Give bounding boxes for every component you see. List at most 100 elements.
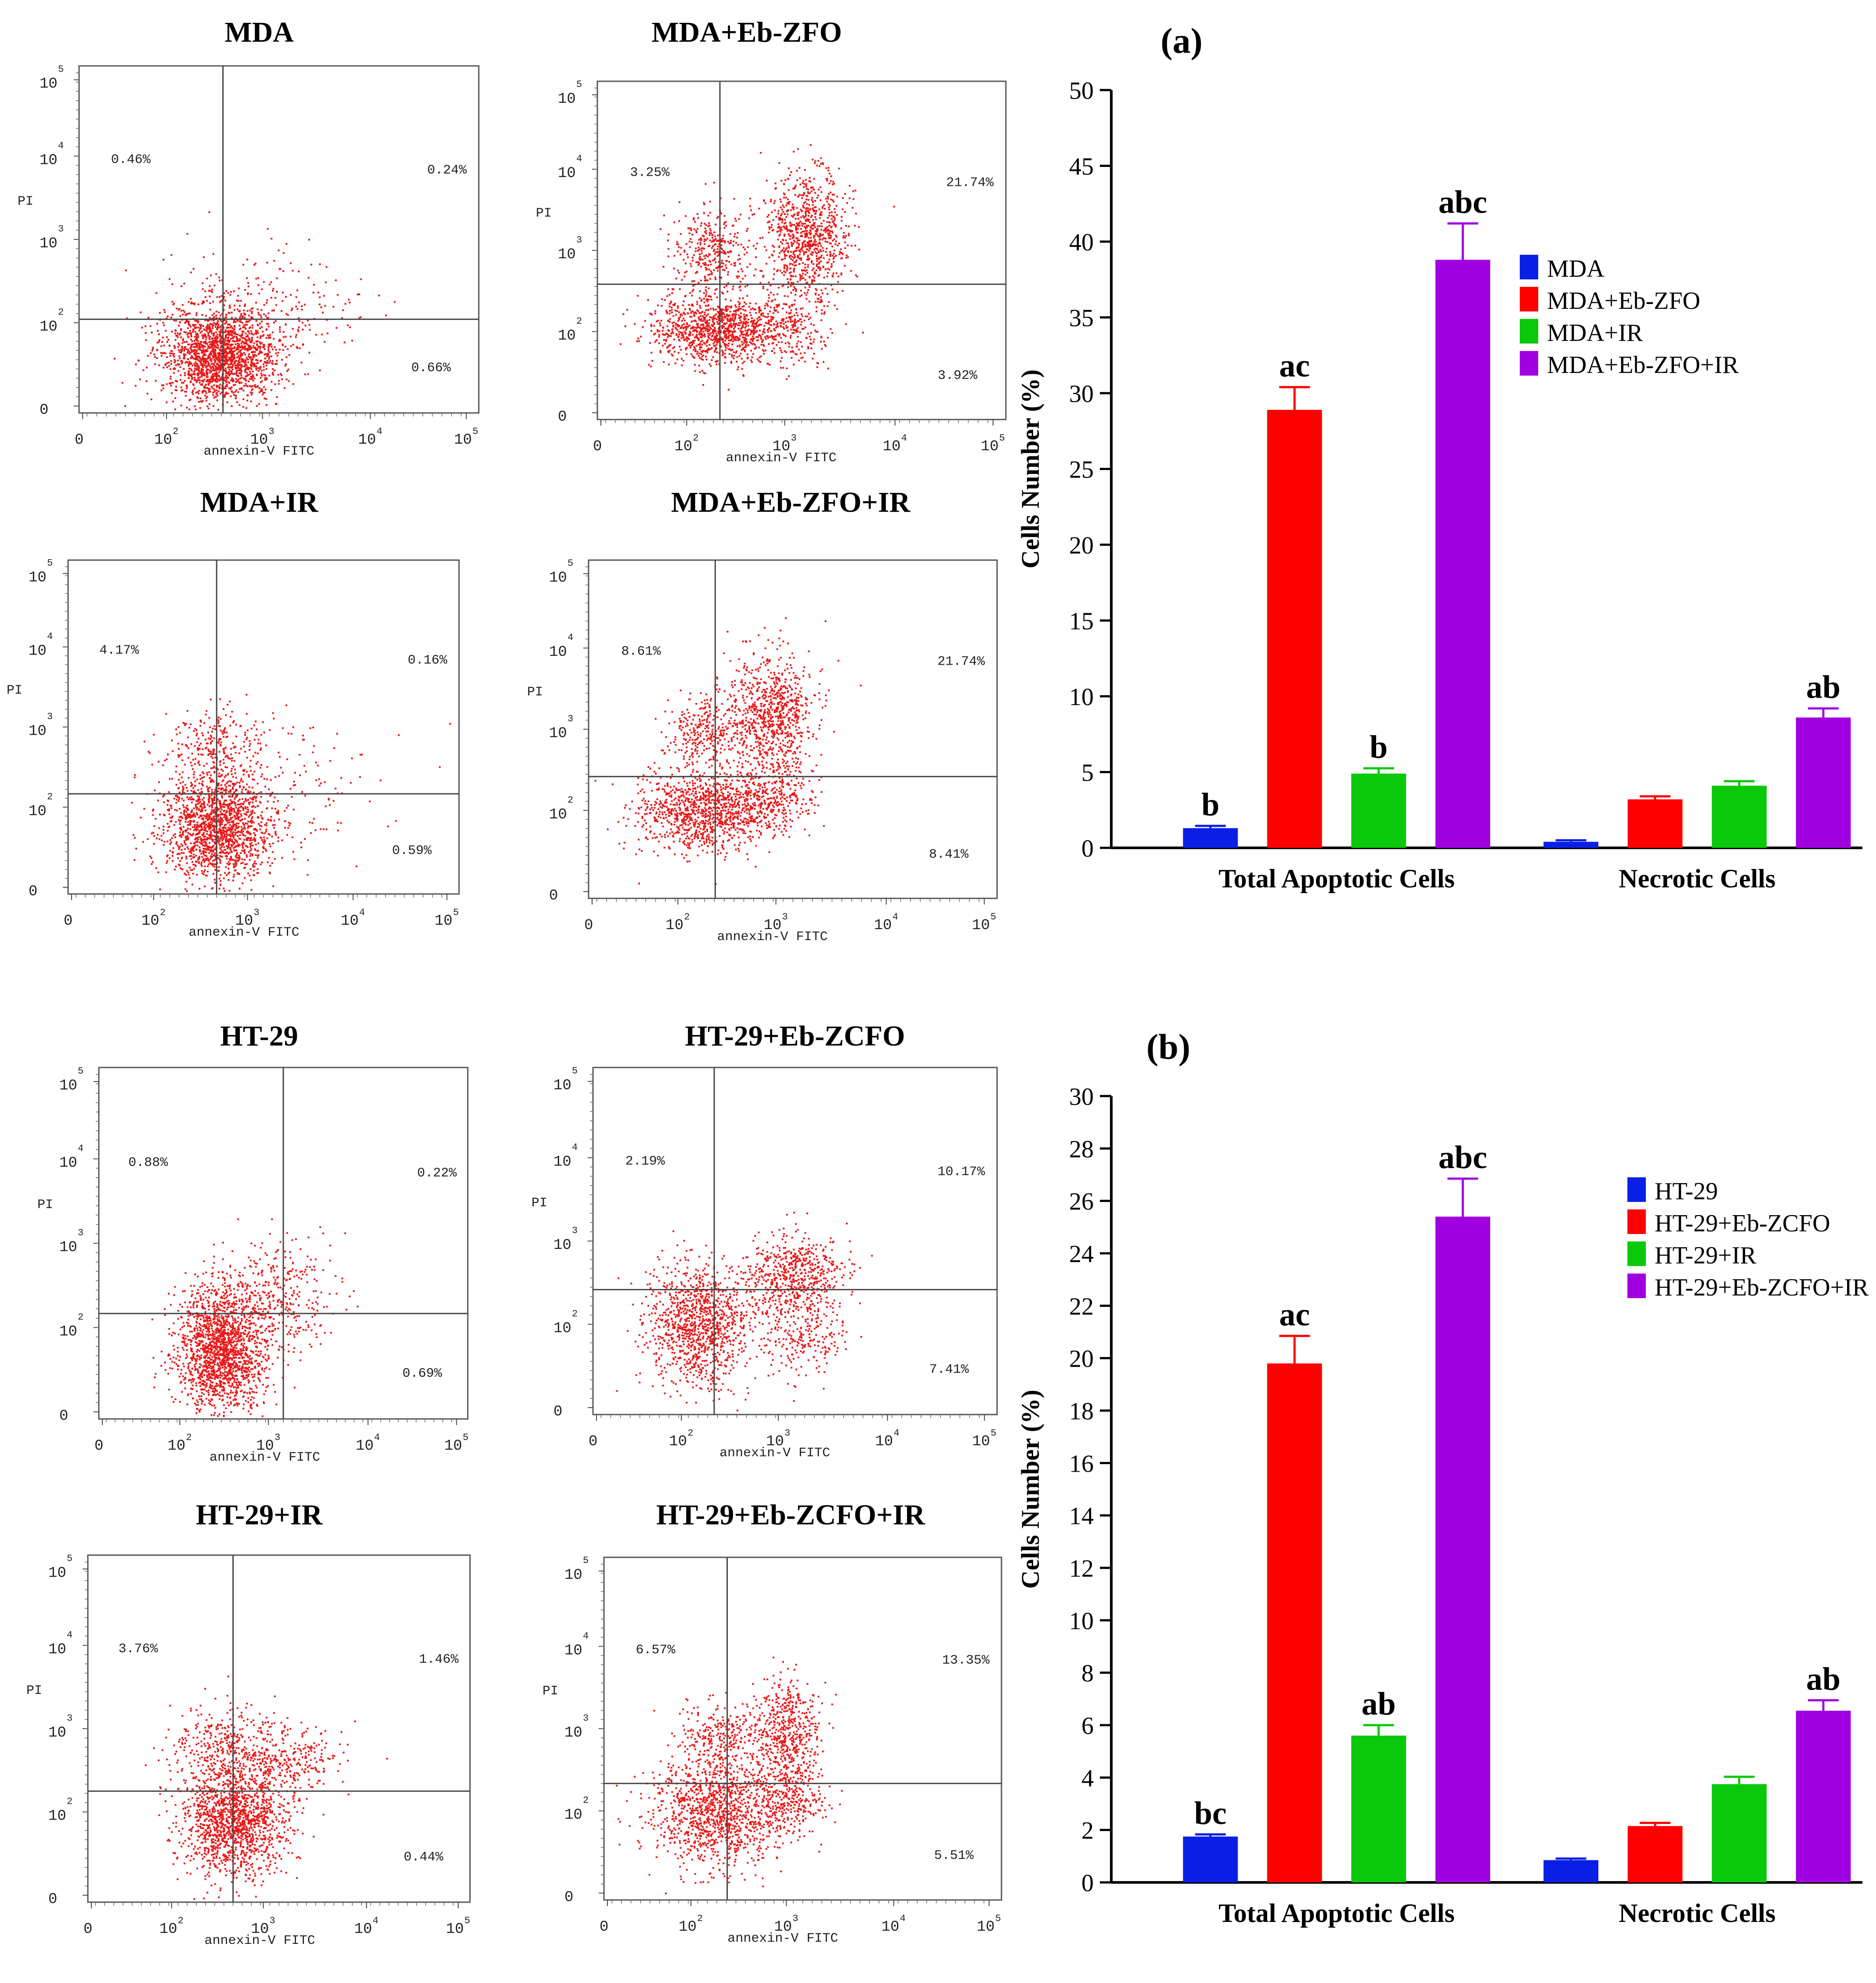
y-tick-label: 4: [1081, 1765, 1094, 1792]
x-axis-label: annexin-V FITC: [210, 1450, 320, 1465]
x-tick-label: 10: [981, 438, 999, 455]
quadrant-upper-right-value: 0.22%: [417, 1166, 457, 1181]
significance-letter: ab: [1806, 1661, 1840, 1697]
y-tick-label: 18: [1069, 1398, 1094, 1425]
y-tick-exponent: 4: [583, 1631, 589, 1642]
x-tick-exponent: 2: [687, 1428, 693, 1439]
y-tick-label: 28: [1069, 1136, 1094, 1163]
flow-plot-3: MDA+IR4.17%0.16%0.59%0 102103104105annexi…: [7, 486, 460, 940]
x-tick-exponent: 3: [782, 912, 788, 923]
x-tick-exponent: 4: [893, 912, 898, 923]
x-tick-label: 10: [358, 432, 376, 449]
significance-letter: abc: [1439, 185, 1487, 221]
legend-label: MDA+Eb-ZFO: [1547, 287, 1700, 315]
y-tick-label: 10: [549, 570, 567, 586]
y-tick-label: 0: [48, 1891, 57, 1908]
x-tick-exponent: 3: [792, 1913, 798, 1924]
category-label: Total Apoptotic Cells: [1218, 1899, 1455, 1928]
x-tick-exponent: 4: [901, 433, 907, 444]
y-tick-label: 10: [564, 1807, 582, 1824]
legend-swatch: [1520, 255, 1538, 279]
y-tick-exponent: 5: [47, 557, 53, 568]
x-tick-label: 10: [354, 1921, 372, 1938]
flow-plot-title: MDA: [224, 16, 294, 48]
x-tick-exponent: 2: [684, 912, 690, 923]
x-tick-label: 10: [764, 917, 782, 934]
y-tick-label: 10: [553, 1321, 571, 1337]
quadrant-lower-right-value: 0.44%: [404, 1850, 444, 1865]
x-tick-label: 10: [256, 1438, 274, 1455]
quadrant-upper-left-value: 3.76%: [119, 1642, 159, 1657]
x-tick-label: 0: [584, 917, 593, 934]
quadrant-upper-right-value: 10.17%: [937, 1165, 985, 1180]
x-tick-exponent: 4: [376, 426, 382, 437]
y-tick-exponent: 4: [572, 1142, 578, 1153]
y-axis-label: PI: [536, 206, 552, 221]
y-tick-label: 10: [549, 725, 567, 742]
x-tick-exponent: 2: [173, 426, 178, 437]
flow-plot-frame: [67, 559, 460, 895]
y-tick-label: 0: [1081, 835, 1094, 862]
x-tick-label: 10: [679, 1919, 697, 1936]
bar: [1796, 717, 1851, 848]
x-tick-label: 10: [875, 1433, 893, 1450]
y-tick-label: 20: [1069, 532, 1094, 559]
y-tick-label: 30: [1069, 1083, 1094, 1111]
x-tick-label: 0: [94, 1438, 103, 1455]
bar: [1796, 1711, 1851, 1882]
y-tick-label: 10: [564, 1643, 582, 1659]
y-tick-label: 10: [564, 1567, 582, 1584]
y-tick-label: 10: [553, 1154, 571, 1170]
x-tick-label: 10: [356, 1438, 374, 1455]
x-tick-label: 10: [167, 1438, 185, 1455]
y-tick-exponent: 5: [572, 1066, 578, 1077]
x-tick-label: 10: [774, 1919, 792, 1936]
x-tick-exponent: 5: [995, 1913, 1001, 1924]
y-tick-exponent: 3: [58, 224, 64, 235]
x-tick-exponent: 5: [463, 1432, 468, 1443]
x-tick-label: 10: [454, 432, 472, 449]
legend-label: MDA+IR: [1547, 319, 1643, 347]
y-tick-exponent: 4: [567, 632, 573, 643]
category-label: Necrotic Cells: [1619, 1899, 1775, 1928]
y-tick-label: 10: [40, 152, 58, 169]
y-tick-label: 10: [558, 165, 576, 182]
x-tick-label: 0: [593, 438, 602, 455]
y-tick-label: 10: [29, 723, 47, 740]
x-tick-label: 10: [446, 1921, 464, 1938]
y-tick-label: 10: [48, 1565, 66, 1582]
x-tick-exponent: 3: [254, 907, 260, 918]
y-tick-exponent: 5: [78, 1066, 83, 1077]
quadrant-upper-right-value: 0.24%: [427, 163, 467, 178]
x-axis-label: annexin-V FITC: [204, 1933, 315, 1948]
significance-letter: b: [1201, 787, 1219, 823]
legend-swatch: [1627, 1274, 1646, 1298]
x-tick-exponent: 5: [464, 1915, 470, 1926]
y-tick-exponent: 4: [47, 631, 53, 642]
x-tick-exponent: 4: [372, 1915, 378, 1926]
y-tick-label: 10: [48, 1641, 66, 1658]
x-tick-exponent: 5: [990, 912, 996, 923]
y-tick-exponent: 2: [67, 1796, 72, 1807]
bar-chart-a: (a) 0 5 10 15 20 25 30 35 40 45 50 Cells Number (%) T…: [1016, 21, 1862, 893]
flow-plot-5: HT-290.88%0.22%0.69%0 102103104105annexin…: [37, 1020, 469, 1465]
y-axis-title: Cells Number (%): [1016, 369, 1045, 568]
legend-swatch: [1520, 287, 1538, 311]
y-tick-label: 10: [1069, 684, 1094, 711]
y-tick-label: 14: [1069, 1503, 1094, 1530]
x-axis-label: annexin-V FITC: [719, 1446, 830, 1461]
y-tick-label: 22: [1069, 1293, 1094, 1320]
y-tick-exponent: 2: [78, 1312, 83, 1323]
quadrant-lower-right-value: 0.69%: [402, 1366, 442, 1381]
x-tick-label: 10: [669, 1433, 687, 1450]
bar: [1351, 773, 1406, 848]
x-tick-label: 10: [250, 432, 268, 449]
y-tick-label: 0: [29, 883, 37, 900]
x-tick-exponent: 2: [186, 1432, 192, 1443]
y-axis-label: PI: [7, 683, 22, 698]
y-tick-label: 10: [558, 328, 576, 344]
x-tick-label: 0: [75, 432, 83, 449]
flow-plot-title: HT-29+Eb-ZCFO: [685, 1020, 905, 1052]
x-tick-label: 10: [874, 917, 892, 934]
panel-label: (a): [1160, 21, 1203, 61]
